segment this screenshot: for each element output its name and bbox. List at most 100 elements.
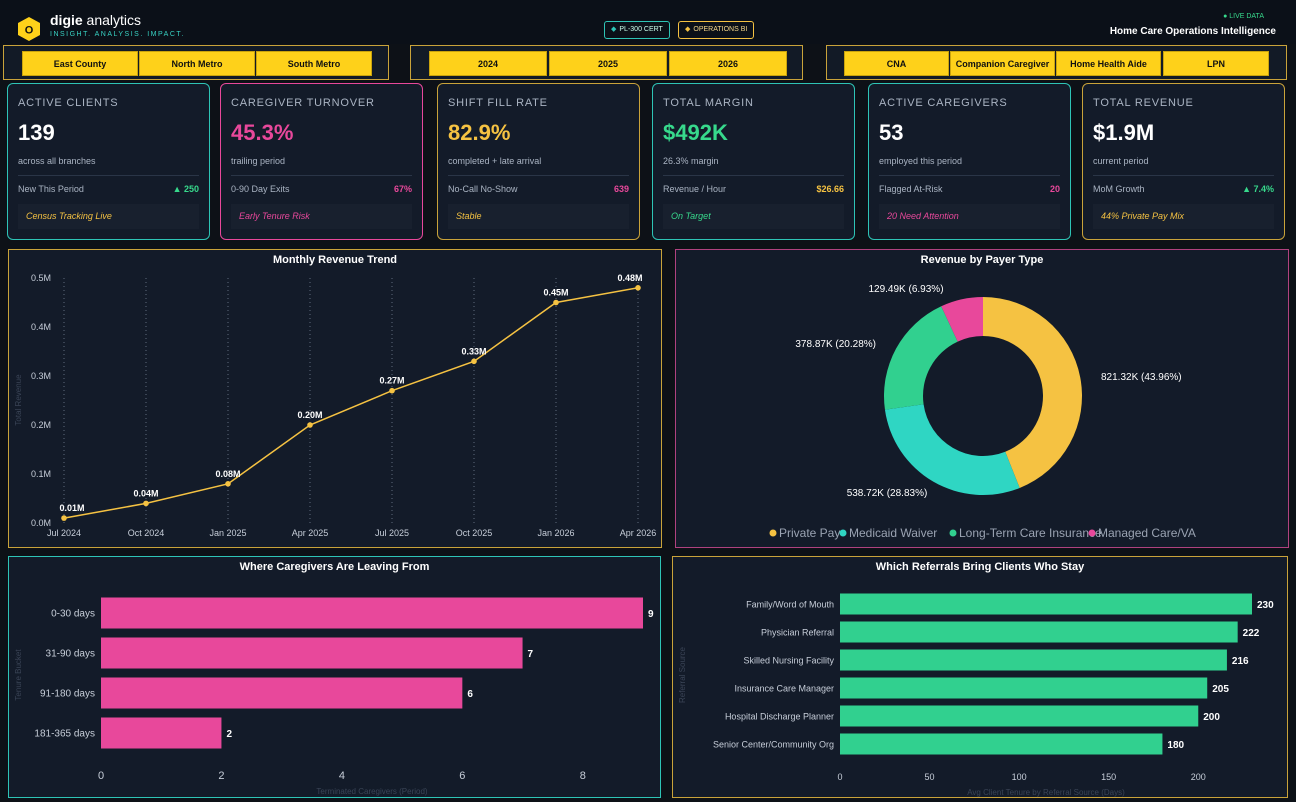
x-tick-label: 50 <box>925 772 935 782</box>
slicer-cna[interactable]: CNA <box>844 51 949 76</box>
data-label: 0.33M <box>461 346 486 356</box>
data-point[interactable] <box>471 358 477 365</box>
data-point[interactable] <box>143 500 149 507</box>
kpi-subtext: employed this period <box>879 156 963 166</box>
bar[interactable] <box>840 705 1199 727</box>
bar[interactable] <box>840 621 1238 643</box>
data-point[interactable] <box>61 515 67 521</box>
referral-chart: Family/Word of Mouth 230 Physician Referra… <box>678 593 1274 797</box>
bar[interactable] <box>101 717 222 749</box>
slicer-year-2025[interactable]: 2025 <box>549 51 667 76</box>
x-tick-label: Oct 2025 <box>456 528 493 538</box>
x-tick-label: Apr 2026 <box>620 528 657 538</box>
x-tick-label: 8 <box>580 770 586 782</box>
kpi-metric-value: 20 <box>1049 184 1060 194</box>
kpi-subtext: trailing period <box>231 156 286 166</box>
donut-slice-managed-care-va[interactable] <box>941 297 983 342</box>
kpi-metric-label: Revenue / Hour <box>663 184 727 194</box>
bar[interactable] <box>101 597 643 629</box>
slicer-east-county[interactable]: East County <box>22 51 138 76</box>
y-axis-label: Total Revenue <box>14 374 23 426</box>
caregiver-exit-title: Where Caregivers Are Leaving From <box>239 561 430 573</box>
slicer-companion-caregiver[interactable]: Companion Caregiver <box>950 51 1055 76</box>
brand-name: digie analytics <box>50 12 141 28</box>
kpi-value: 82.9% <box>448 120 511 145</box>
bar[interactable] <box>840 649 1227 671</box>
x-tick-label: Jan 2025 <box>209 528 246 538</box>
donut-slice-private-pay[interactable] <box>983 297 1082 488</box>
y-axis-label: Tenure Bucket <box>14 649 23 701</box>
header: O digie analytics INSIGHT. ANALYSIS. IMP… <box>0 0 1296 44</box>
revenue-trend-chart: 0.0M 0.1M 0.2M 0.3M 0.4M 0.5M Total Revenue Jul… <box>14 273 657 538</box>
slicer-lpn[interactable]: LPN <box>1163 51 1269 76</box>
data-point[interactable] <box>225 481 231 487</box>
category-label: 31-90 days <box>46 649 95 660</box>
slicer-year-2024[interactable]: 2024 <box>429 51 547 76</box>
bar[interactable] <box>840 677 1208 699</box>
bar-value-label: 180 <box>1167 740 1184 751</box>
dashboard-title: Home Care Operations Intelligence <box>1109 26 1276 37</box>
bar[interactable] <box>101 637 523 669</box>
bar[interactable] <box>101 677 463 709</box>
payer-type-chart: 821.32K (43.96%) 538.72K (28.83%) 378.87K … <box>769 284 1196 540</box>
category-label: Senior Center/Community Org <box>713 740 834 750</box>
year-slicer: 2024 2025 2026 <box>410 45 803 80</box>
kpi-metric-value: 639 <box>613 184 629 194</box>
data-point[interactable] <box>553 299 559 306</box>
data-label: 0.08M <box>215 469 240 479</box>
x-axis-label: Avg Client Tenure by Referral Source (Da… <box>967 788 1125 797</box>
x-tick-label: Jul 2025 <box>375 528 409 538</box>
bar[interactable] <box>840 593 1252 615</box>
data-point[interactable] <box>389 387 395 394</box>
donut-slice-medicaid-waiver[interactable] <box>884 404 1020 495</box>
region-slicer: East County North Metro South Metro <box>3 45 389 80</box>
bar-value-label: 230 <box>1257 600 1274 611</box>
role-slicer: CNA Companion Caregiver Home Health Aide… <box>826 45 1287 80</box>
y-tick-label: 0.5M <box>31 273 51 283</box>
slicer-year-2026[interactable]: 2026 <box>669 51 787 76</box>
y-tick-label: 0.2M <box>31 420 51 430</box>
bar[interactable] <box>840 733 1163 755</box>
kpi-status-note: Stable <box>448 204 629 229</box>
kpi-status-note: Early Tenure Risk <box>231 204 412 229</box>
donut-slice-long-term-care-insurance[interactable] <box>884 306 958 410</box>
kpi-card-total-margin: TOTAL MARGIN $492K 26.3% margin Revenue / H… <box>652 83 855 240</box>
x-tick-label: Apr 2025 <box>292 528 329 538</box>
slicer-south-metro[interactable]: South Metro <box>256 51 372 76</box>
y-tick-label: 0.1M <box>31 469 51 479</box>
svg-text:O: O <box>25 25 34 37</box>
legend-label[interactable]: Medicaid Waiver <box>849 526 937 540</box>
slicer-home-health-aide[interactable]: Home Health Aide <box>1056 51 1161 76</box>
kpi-status-note: 44% Private Pay Mix <box>1093 204 1274 229</box>
kpi-status-note: Census Tracking Live <box>18 204 199 229</box>
x-tick-label: 6 <box>459 770 465 782</box>
bar-value-label: 216 <box>1232 656 1249 667</box>
slice-data-label: 821.32K (43.96%) <box>1101 372 1182 383</box>
x-tick-label: 100 <box>1012 772 1027 782</box>
category-label: Family/Word of Mouth <box>746 600 834 610</box>
slice-data-label: 129.49K (6.93%) <box>868 284 943 295</box>
live-data-indicator: ● LIVE DATA <box>1223 13 1264 20</box>
data-point[interactable] <box>635 285 641 291</box>
bar-value-label: 9 <box>648 609 654 620</box>
kpi-metric-label: New This Period <box>18 184 84 194</box>
legend-label[interactable]: Private Pay <box>779 526 840 540</box>
legend-label[interactable]: Long-Term Care Insurance <box>959 526 1102 540</box>
slicer-north-metro[interactable]: North Metro <box>139 51 255 76</box>
category-label: Insurance Care Manager <box>734 684 834 694</box>
legend-label[interactable]: Managed Care/VA <box>1098 526 1196 540</box>
y-tick-label: 0.4M <box>31 322 51 332</box>
caregiver-exit-chart: 0-30 days 9 31-90 days 7 91-180 days 6 181-365… <box>14 597 654 796</box>
bar-value-label: 2 <box>226 729 232 740</box>
x-tick-label: 200 <box>1191 772 1206 782</box>
x-tick-label: Jul 2024 <box>47 528 81 538</box>
kpi-value: 53 <box>879 120 904 145</box>
kpi-title: ACTIVE CLIENTS <box>18 97 119 109</box>
data-point[interactable] <box>307 422 313 428</box>
bar-value-label: 6 <box>467 689 473 700</box>
kpi-divider <box>18 175 199 176</box>
legend-marker <box>949 529 957 537</box>
brand-thin: analytics <box>82 12 142 28</box>
category-label: Skilled Nursing Facility <box>743 656 834 666</box>
kpi-card-shift-fill-rate: SHIFT FILL RATE 82.9% completed + late arr… <box>437 83 640 240</box>
